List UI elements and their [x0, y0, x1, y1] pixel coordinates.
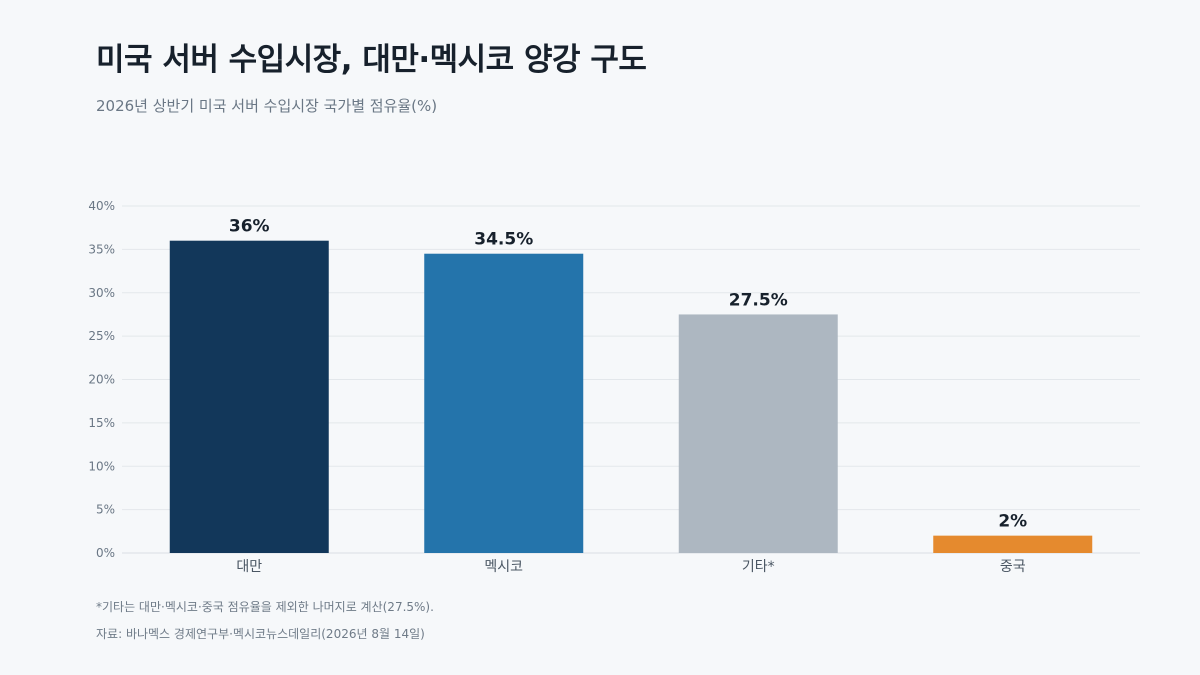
y-tick-label: 0%	[96, 546, 115, 560]
value-labels: 36% 34.5% 27.5% 2%	[229, 217, 1027, 532]
footnote: *기타는 대만·멕시코·중국 점유율을 제외한 나머지로 계산(27.5%).	[96, 600, 434, 614]
y-tick-label: 30%	[88, 286, 115, 300]
y-tick-label: 15%	[88, 416, 115, 430]
x-tick-label: 중국	[1000, 559, 1026, 575]
x-tick-label: 대만	[236, 559, 262, 575]
x-tick-label: 멕시코	[484, 559, 523, 575]
chart-subtitle: 2026년 상반기 미국 서버 수입시장 국가별 점유율(%)	[96, 97, 438, 115]
y-tick-label: 35%	[88, 242, 115, 256]
bar	[678, 314, 838, 553]
bar-value-label: 2%	[998, 512, 1027, 532]
y-tick-label: 40%	[88, 199, 115, 213]
y-tick-label: 25%	[88, 329, 115, 343]
y-axis-ticks: 0% 5% 10% 15% 20% 25% 30% 35% 40%	[88, 199, 115, 560]
bar-value-label: 36%	[229, 217, 270, 237]
bar	[169, 240, 329, 553]
bar	[424, 253, 584, 553]
x-tick-label: 기타*	[742, 559, 775, 575]
x-axis-ticks: 대만 멕시코 기타* 중국	[236, 559, 1025, 575]
source-note: 자료: 바나멕스 경제연구부·멕시코뉴스데일리(2026년 8월 14일)	[96, 627, 425, 641]
y-tick-label: 20%	[88, 373, 115, 387]
y-tick-label: 10%	[88, 459, 115, 473]
y-tick-label: 5%	[96, 503, 115, 517]
bar	[933, 535, 1093, 553]
bar-value-label: 34.5%	[474, 230, 533, 250]
bar-value-label: 27.5%	[729, 290, 788, 310]
bars	[169, 240, 1093, 553]
chart-title: 미국 서버 수입시장, 대만·멕시코 양강 구도	[96, 42, 647, 78]
